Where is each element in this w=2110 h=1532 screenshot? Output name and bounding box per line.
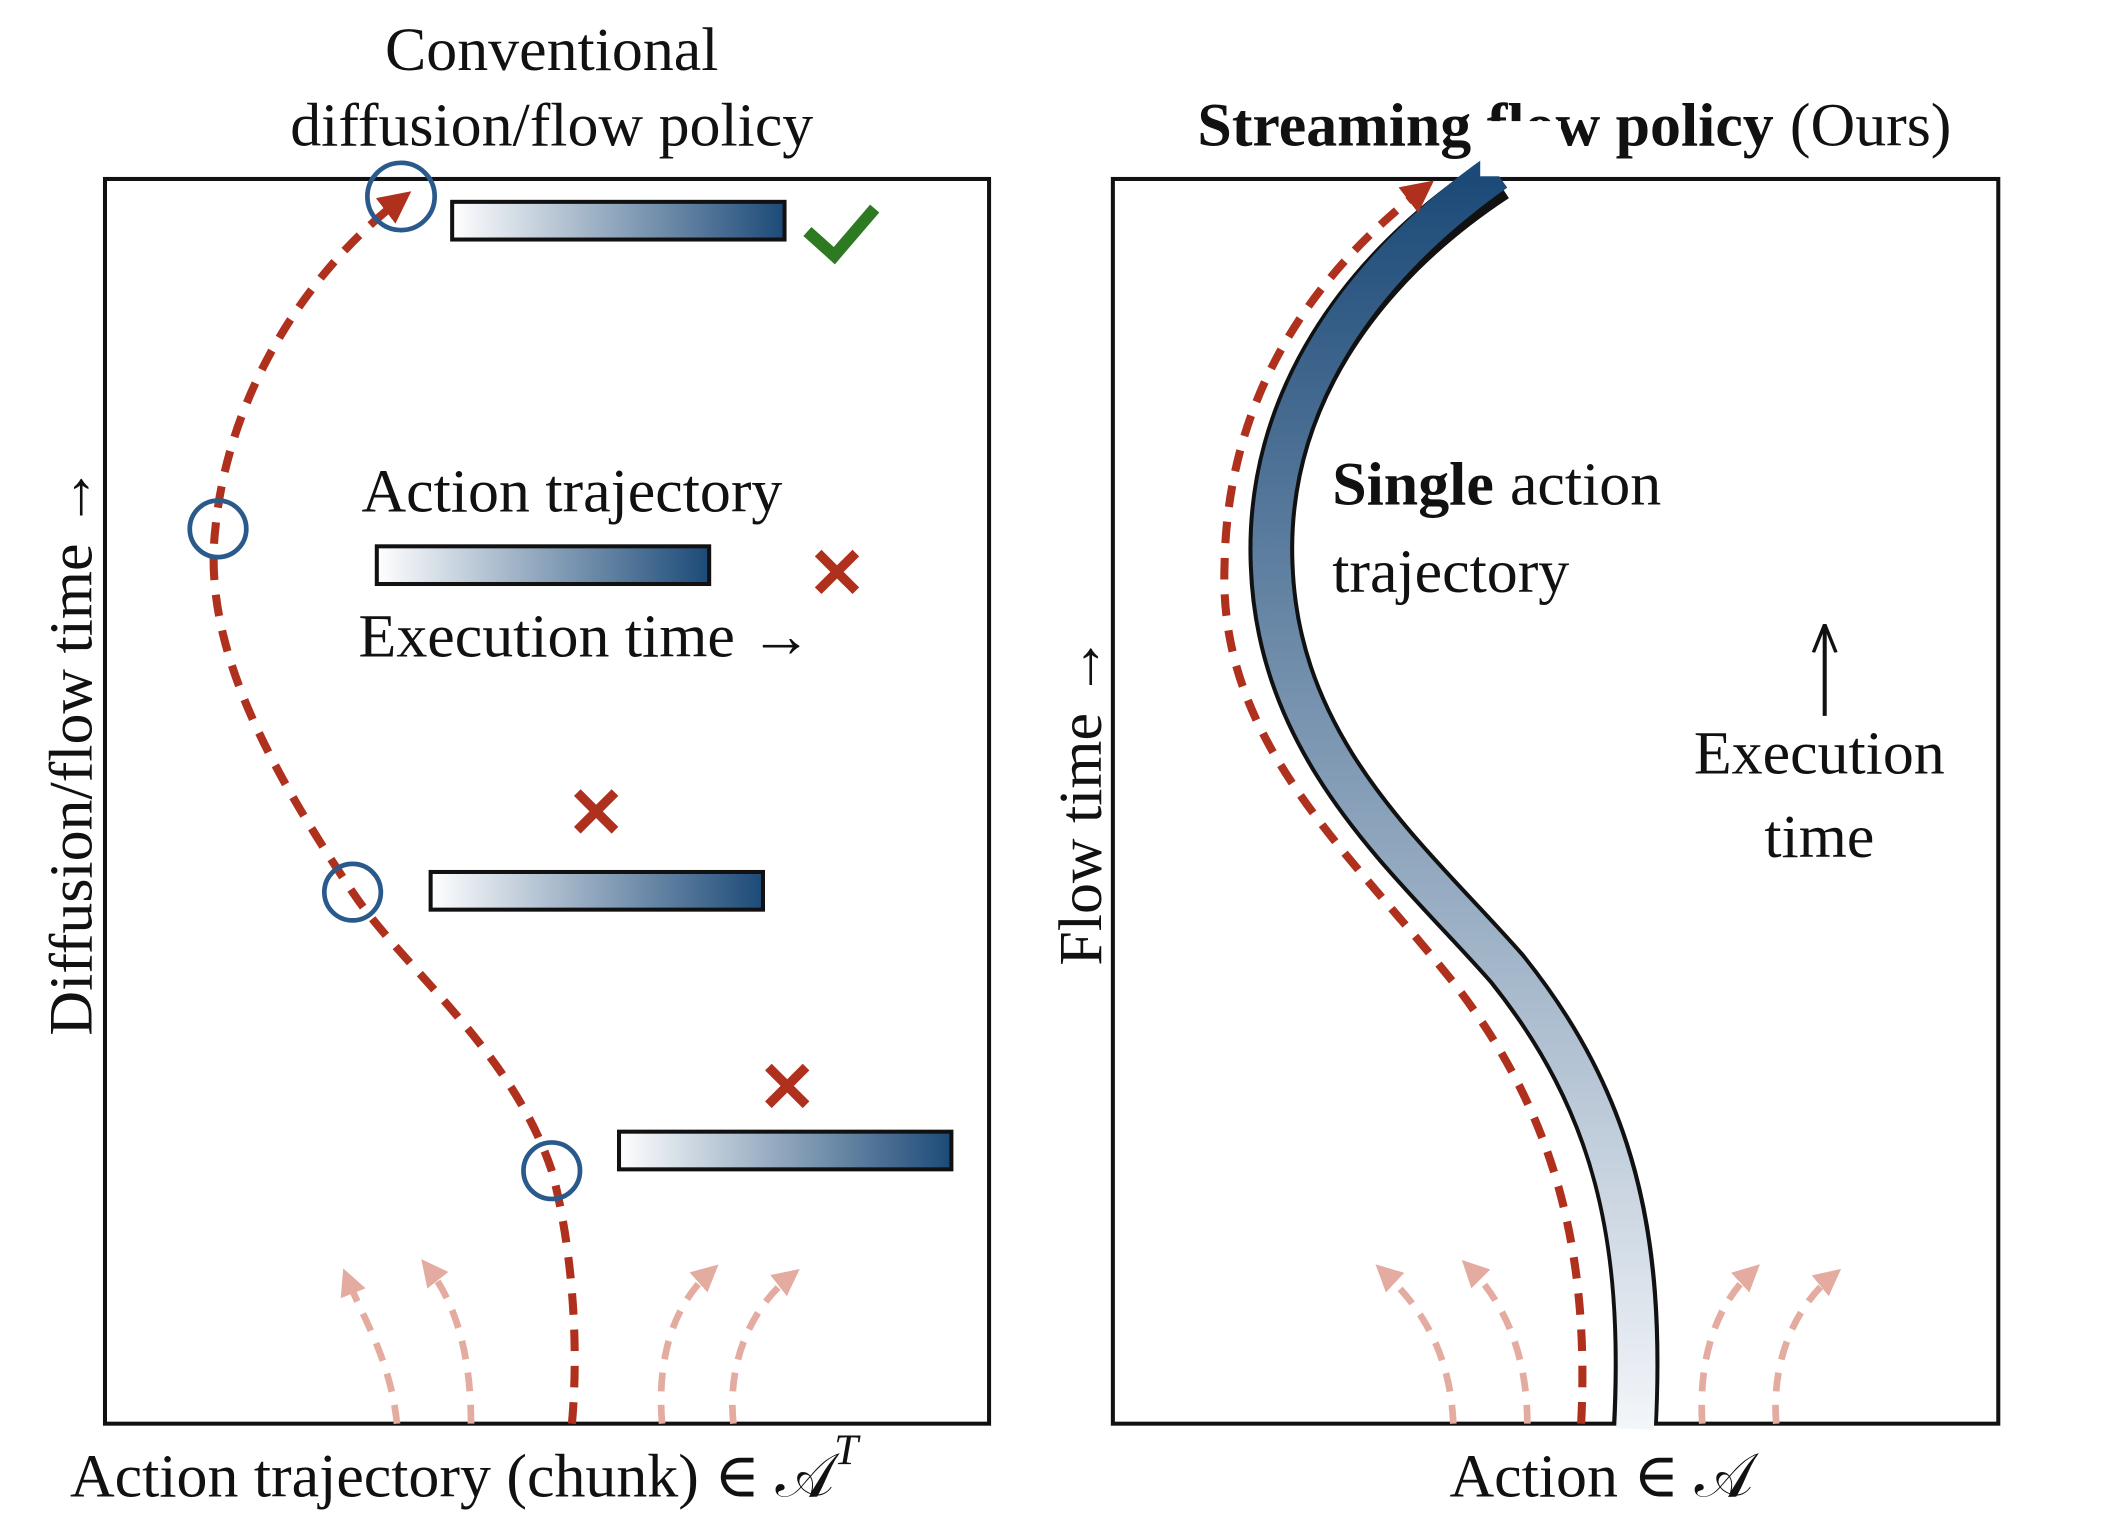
- right-title: Streaming flow policy(Ours): [1197, 91, 1951, 159]
- left-title: Conventional: [385, 16, 718, 84]
- legend-label: Action trajectory: [361, 457, 782, 525]
- legend-time: Execution time →: [359, 603, 813, 671]
- exec-label: Execution: [1694, 720, 1945, 788]
- note: trajectory: [1332, 538, 1569, 606]
- x-label-text: Action trajectory (chunk) ∈ 𝒜: [70, 1442, 841, 1510]
- flow-path: [1220, 180, 1587, 1424]
- left-frame: [102, 176, 992, 1426]
- note-bold: Single: [1332, 451, 1494, 519]
- note-rest: action: [1510, 451, 1661, 519]
- check: [803, 204, 880, 265]
- right-x-label: Action ∈ 𝒜: [1449, 1442, 1759, 1510]
- note: Single action: [1332, 451, 1661, 519]
- trajectory-bars: [374, 199, 954, 1172]
- action-band: [1252, 156, 1656, 1430]
- left-title: diffusion/flow policy: [290, 91, 813, 159]
- faded-arrows: [1375, 1259, 1842, 1424]
- faded-arrows: [340, 1259, 800, 1425]
- exec-label: time: [1764, 803, 1874, 871]
- x-label-sup: T: [834, 1427, 861, 1474]
- cross-marks: [573, 549, 860, 1109]
- left-y-label: Diffusion/flow time →: [38, 466, 106, 1035]
- title-rest: (Ours): [1790, 91, 1952, 159]
- mask: [1480, 121, 1561, 177]
- samples: [187, 160, 583, 1202]
- left-x-label: Action trajectory (chunk) ∈ 𝒜T: [70, 1427, 861, 1510]
- right-y-label: Flow time →: [1047, 636, 1115, 966]
- right-frame: [1110, 176, 2001, 1426]
- flow-path: [209, 191, 579, 1425]
